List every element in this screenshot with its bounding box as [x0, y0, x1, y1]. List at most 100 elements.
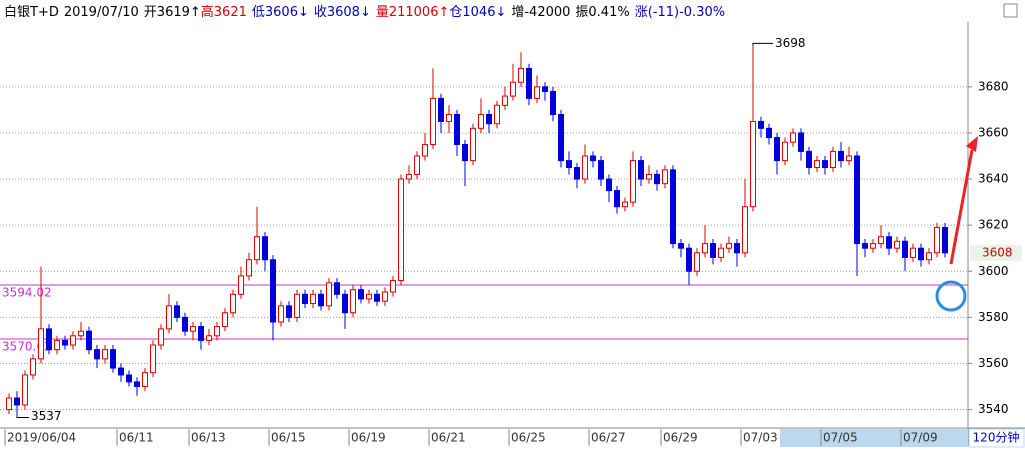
candle-body [534, 86, 540, 99]
reference-label: 3594.02 [2, 286, 52, 300]
candle-body [254, 236, 260, 261]
candle-body [238, 275, 244, 295]
candle-body [638, 160, 644, 180]
candle-body [502, 95, 508, 106]
arrow-head [966, 136, 978, 152]
last-price: 3608 [982, 245, 1013, 259]
min-marker [16, 416, 29, 418]
candle-body [150, 344, 156, 374]
header-item: 涨(-11)-0.30% [635, 5, 725, 20]
candle-body [598, 160, 604, 180]
candle-body [366, 293, 372, 300]
candle-body [942, 226, 948, 254]
max-marker [752, 42, 773, 46]
x-tick-label: 07/03 [743, 431, 778, 445]
candle-body [710, 243, 716, 258]
candle-body [54, 339, 60, 351]
candle-body [822, 160, 828, 169]
header-item: 低3606↓ [252, 5, 309, 20]
candle-body [486, 114, 492, 125]
x-tick-label: 06/27 [591, 431, 626, 445]
candle-body [286, 305, 292, 318]
y-tick-label: 3640 [978, 172, 1009, 186]
y-tick-label: 3620 [978, 218, 1009, 232]
period-box[interactable] [968, 428, 1025, 448]
window-icon[interactable] [1003, 3, 1018, 18]
candle-body [390, 279, 396, 293]
candle-body [262, 236, 268, 261]
candle-body [686, 247, 692, 272]
candle-body [582, 155, 588, 180]
circle-highlight [935, 280, 967, 312]
candle-body [78, 330, 84, 337]
y-tick-label: 3680 [978, 79, 1009, 93]
candle-body [558, 114, 564, 162]
candle-body [70, 335, 76, 346]
candle-body [166, 305, 172, 330]
candle-body [846, 155, 852, 162]
header-item: 振0.41% [575, 5, 629, 20]
candle-body [862, 243, 868, 249]
period: 120分钟 [973, 430, 1020, 445]
candle-body [62, 339, 68, 346]
candle-body [174, 305, 180, 318]
min-label: 3537 [31, 409, 62, 423]
candle-body [766, 127, 772, 139]
candle-body [374, 293, 380, 302]
candle-body [870, 243, 876, 249]
candle-body [798, 132, 804, 152]
candle-body [774, 137, 780, 162]
candle-body [438, 97, 444, 122]
candle-body [214, 326, 220, 337]
candle-body [934, 226, 940, 254]
candle-body [694, 252, 700, 272]
header-item: 开3619↑ [144, 5, 201, 20]
candle-body [510, 81, 516, 97]
x-tick-label: 06/29 [663, 431, 698, 445]
header: 白银T+D 2019/07/10 开3619↑高3621 低3606↓ 收3608↓ 量2… [4, 4, 725, 20]
candle-body [854, 155, 860, 245]
x-tick-label: 07/05 [823, 431, 858, 445]
candle-body [118, 367, 124, 376]
candle-body [526, 67, 532, 99]
candle-body [86, 330, 92, 351]
plot: 3540 3560 3580 3600 3620 3640 3660 3680 3594.02 3… [0, 36, 1022, 446]
candle-body [910, 247, 916, 258]
x-tick-label: 06/11 [119, 431, 154, 445]
candle-body [678, 243, 684, 249]
candle-body [814, 160, 820, 169]
y-tick-label: 3540 [978, 402, 1009, 416]
candle-body [198, 326, 204, 341]
header-item: 白银T+D [4, 4, 59, 20]
arrow [949, 149, 974, 265]
header-item: 2019/07/10 [64, 5, 139, 20]
candle-body [670, 169, 676, 245]
candle-body [38, 328, 44, 360]
candle-body [606, 178, 612, 192]
candle-body [398, 178, 404, 281]
y-tick-label: 3660 [978, 125, 1009, 139]
candle-body [630, 160, 636, 203]
candle-body [246, 259, 252, 277]
candle-body [14, 397, 20, 406]
candle-body [734, 243, 740, 254]
x-tick-label: 06/15 [271, 431, 306, 445]
candle-body [6, 397, 12, 411]
candle-body [342, 293, 348, 314]
candle-body [318, 293, 324, 307]
candle-body [222, 312, 228, 328]
candle-body [22, 374, 28, 406]
header-item: 高3621 [201, 4, 247, 20]
y-tick-label: 3560 [978, 356, 1009, 370]
candle-body [758, 120, 764, 129]
candle-body [462, 143, 468, 162]
axis-highlight [780, 429, 968, 447]
candle-body [838, 150, 844, 162]
candle-body [614, 190, 620, 208]
last-price-bg [970, 244, 1022, 261]
max-label: 3698 [775, 36, 806, 50]
reference-label: 3570.62 [2, 339, 52, 353]
candle-body [142, 372, 148, 388]
candle-body [294, 293, 300, 318]
